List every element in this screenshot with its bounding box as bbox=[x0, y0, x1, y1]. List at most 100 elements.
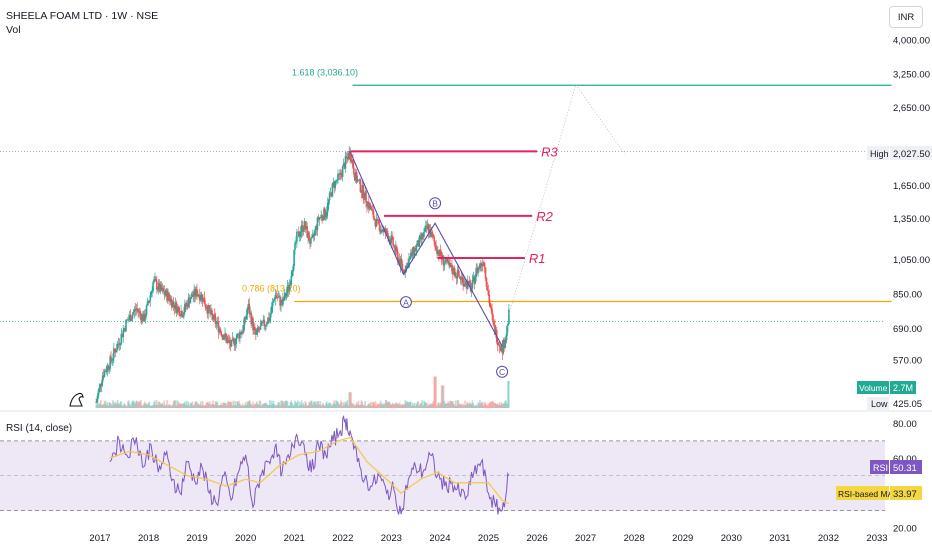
candle-body bbox=[379, 224, 381, 233]
candle-body bbox=[225, 333, 227, 338]
candle-body bbox=[354, 171, 357, 181]
volume-bar bbox=[387, 401, 390, 408]
volume-bar bbox=[440, 385, 443, 408]
volume-bar bbox=[453, 405, 456, 408]
candle-body bbox=[324, 208, 326, 218]
rsi-label-badge bbox=[870, 460, 889, 474]
volume-bar bbox=[153, 402, 155, 408]
volume-bar bbox=[143, 401, 146, 408]
candle-body bbox=[258, 329, 261, 331]
candle-body bbox=[375, 219, 378, 227]
candle-body bbox=[499, 346, 502, 351]
candle-body bbox=[404, 271, 407, 274]
candle-body bbox=[362, 184, 365, 199]
volume-bar bbox=[417, 401, 420, 408]
volume-bar bbox=[241, 405, 243, 408]
volume-bar bbox=[283, 403, 285, 408]
candle-body bbox=[385, 230, 388, 234]
candle-body bbox=[266, 323, 268, 325]
candle-body bbox=[196, 289, 198, 297]
volume-bar bbox=[374, 401, 377, 408]
volume-bar bbox=[467, 404, 470, 408]
volume-bar bbox=[109, 403, 111, 408]
volume-bar bbox=[152, 404, 154, 408]
candle-body bbox=[145, 305, 148, 315]
volume-bar bbox=[356, 403, 359, 408]
candle-body bbox=[417, 240, 420, 247]
volume-bar bbox=[157, 401, 160, 408]
volume-bar bbox=[390, 404, 393, 408]
volume-bar bbox=[276, 404, 279, 408]
candle-body bbox=[125, 320, 127, 331]
candle-body bbox=[393, 245, 395, 247]
candle-body bbox=[501, 344, 504, 354]
rsi-indicator-title[interactable]: RSI (14, close) bbox=[6, 423, 73, 434]
candle-body bbox=[467, 281, 469, 289]
volume-bar bbox=[160, 403, 163, 408]
volume-bar bbox=[452, 403, 455, 408]
volume-bar bbox=[142, 403, 145, 408]
candle-body bbox=[209, 309, 211, 314]
volume-bar bbox=[293, 404, 295, 408]
volume-bar bbox=[248, 400, 251, 408]
volume-bar bbox=[99, 403, 101, 408]
volume-bar bbox=[237, 402, 239, 408]
high-label: High bbox=[870, 149, 889, 159]
candle-body bbox=[150, 291, 153, 296]
candle-body bbox=[415, 245, 418, 251]
volume-bar bbox=[354, 405, 356, 408]
volume-bar bbox=[111, 405, 113, 408]
volume-bar bbox=[220, 403, 223, 408]
volume-bar bbox=[303, 405, 306, 408]
candle-body bbox=[484, 267, 487, 278]
volume-indicator-label[interactable]: Vol bbox=[6, 24, 21, 36]
volume-bar bbox=[294, 400, 296, 408]
volume-bar bbox=[424, 402, 427, 408]
volume-bar bbox=[479, 400, 481, 408]
volume-bar bbox=[202, 404, 205, 408]
candle-body bbox=[241, 331, 243, 335]
volume-bar bbox=[135, 400, 138, 408]
volume-value: 2.7M bbox=[893, 383, 913, 393]
volume-bar bbox=[345, 402, 348, 408]
volume-bar bbox=[228, 401, 231, 408]
volume-bar bbox=[270, 400, 273, 408]
candle-body bbox=[365, 191, 367, 203]
candle-body bbox=[378, 220, 380, 225]
volume-bar bbox=[443, 400, 446, 408]
candle-body bbox=[208, 305, 210, 310]
volume-bar bbox=[394, 404, 396, 408]
tradingview-logo-icon bbox=[69, 392, 84, 407]
volume-bar bbox=[127, 401, 129, 408]
volume-bar bbox=[364, 400, 366, 408]
volume-bar bbox=[128, 403, 131, 408]
volume-bar bbox=[110, 403, 112, 408]
candle-body bbox=[450, 264, 452, 267]
candle-body bbox=[503, 339, 506, 348]
volume-bar bbox=[159, 403, 162, 408]
candle-body bbox=[138, 310, 140, 312]
currency-selector[interactable]: INR bbox=[889, 6, 923, 28]
price-tick-label: 1,650.00 bbox=[893, 181, 930, 192]
volume-bar bbox=[368, 404, 371, 408]
candle-body bbox=[315, 226, 318, 230]
volume-bar bbox=[129, 405, 132, 408]
volume-bar bbox=[320, 405, 322, 408]
candle-body bbox=[205, 307, 208, 309]
candle-body bbox=[462, 277, 464, 287]
candle-body bbox=[438, 250, 440, 256]
candle-body bbox=[199, 298, 202, 301]
volume-bar bbox=[295, 402, 297, 408]
price-tick-label: 1,050.00 bbox=[893, 255, 930, 266]
candle-body bbox=[366, 202, 368, 207]
volume-bar bbox=[301, 404, 304, 408]
candle-body bbox=[198, 295, 201, 301]
candle-body bbox=[113, 348, 115, 359]
candle-body bbox=[490, 306, 492, 309]
volume-bar bbox=[467, 403, 469, 408]
volume-bar bbox=[198, 404, 200, 408]
volume-bar bbox=[490, 401, 492, 408]
volume-bar bbox=[438, 402, 440, 408]
wave-label: B bbox=[432, 198, 438, 208]
